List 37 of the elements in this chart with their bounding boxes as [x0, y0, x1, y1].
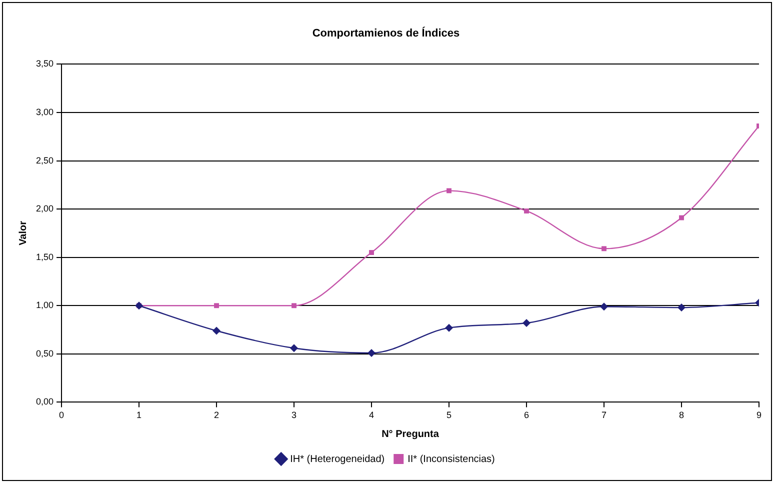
- y-tick-label: 2,00: [36, 204, 54, 214]
- x-tick-label: 5: [446, 410, 452, 420]
- x-tick-label: 1: [136, 410, 142, 420]
- point: [369, 250, 374, 255]
- point: [290, 344, 298, 352]
- y-tick-label: 3,50: [36, 58, 54, 69]
- point: [602, 246, 606, 252]
- point: [522, 319, 531, 328]
- point: [368, 348, 376, 357]
- point: [214, 303, 219, 308]
- y-tick-label: 0,50: [36, 348, 54, 358]
- x-tick-label: 6: [524, 410, 530, 420]
- point: [446, 188, 452, 194]
- y-tick-label: 2,50: [36, 155, 54, 166]
- y-tick-label: 1,50: [36, 252, 54, 262]
- y-axis-title: Valor: [18, 220, 29, 246]
- x-axis-title: N° Pregunta: [382, 428, 440, 440]
- point: [524, 208, 529, 214]
- chart-title: Comportamienos de Índices: [312, 26, 460, 40]
- y-tick-label: 3,00: [36, 106, 54, 117]
- point: [212, 326, 221, 335]
- point: [679, 215, 684, 220]
- x-tick-label: 0: [59, 410, 64, 420]
- x-tick-label: 9: [756, 410, 762, 420]
- point: [600, 302, 608, 311]
- x-tick-label: 8: [678, 410, 684, 420]
- x-tick-label: 2: [214, 410, 220, 420]
- point: [678, 304, 686, 312]
- y-tick-label: 0,00: [36, 396, 54, 407]
- x-tick-label: 7: [601, 410, 607, 420]
- legend-label: IH* (Heterogeneidad): [290, 454, 385, 465]
- y-tick-label: 1,00: [36, 300, 54, 310]
- legend-label: II* (Inconsistencias): [408, 454, 495, 465]
- x-tick-label: 4: [369, 410, 374, 420]
- point: [445, 324, 454, 332]
- x-tick-label: 3: [292, 410, 297, 420]
- point: [292, 303, 296, 308]
